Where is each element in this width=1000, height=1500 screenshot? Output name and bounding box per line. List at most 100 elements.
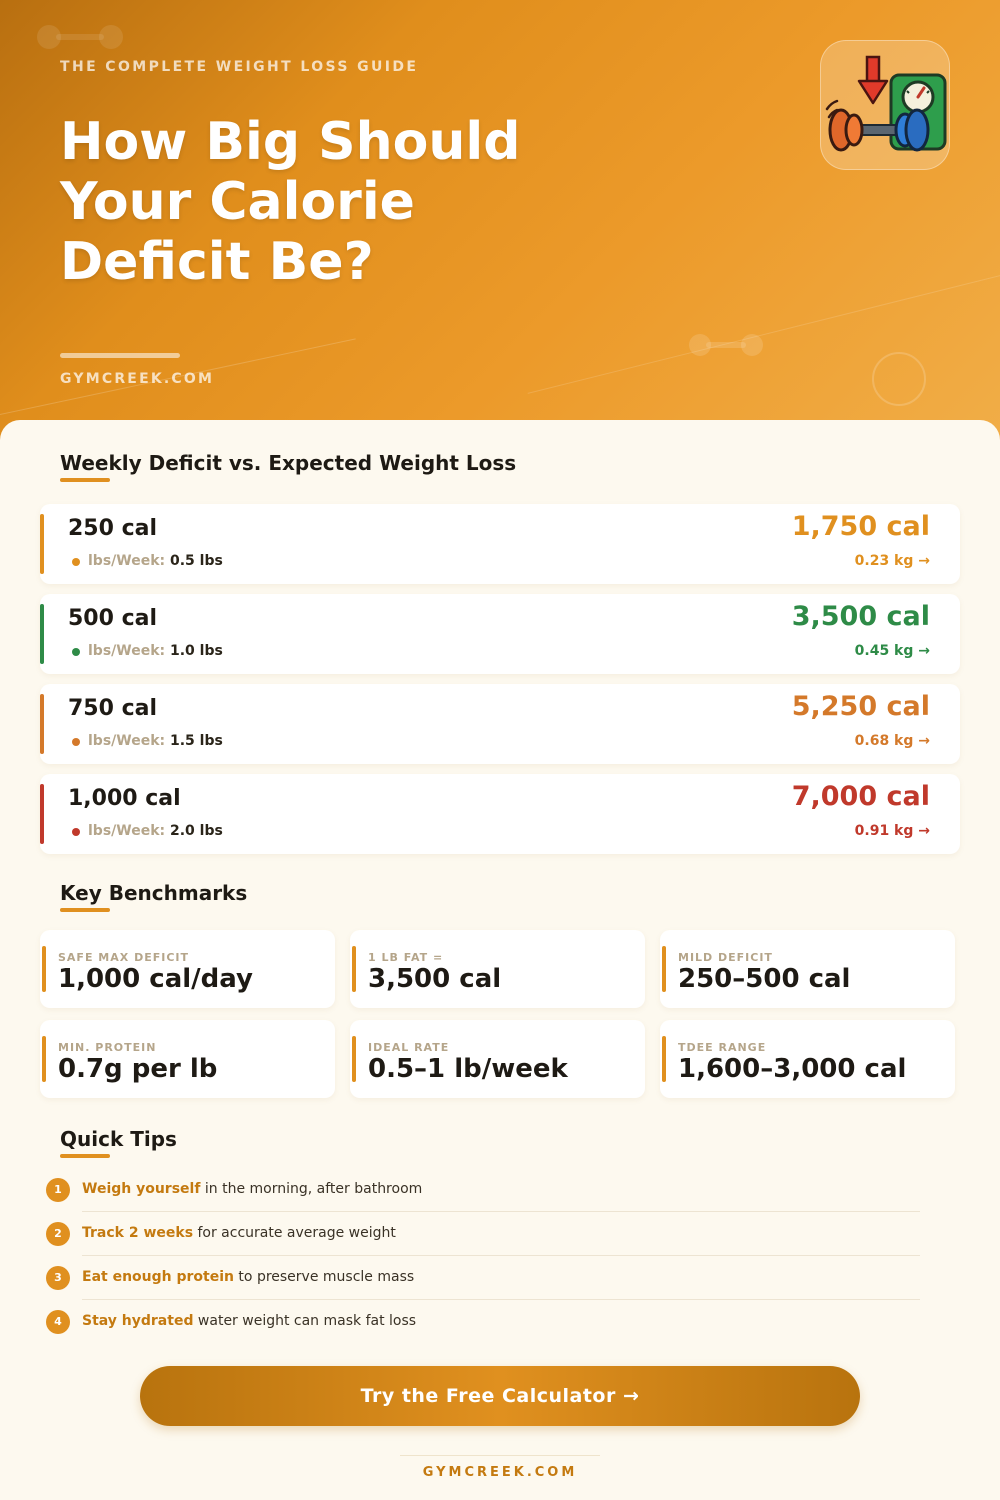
benchmark-label: TDEE RANGE <box>678 1041 767 1054</box>
daily-deficit: 500 cal <box>68 606 158 631</box>
card-accent <box>662 946 666 992</box>
tip-item: 3 Eat enough protein to preserve muscle … <box>46 1264 920 1308</box>
row-accent <box>40 604 44 664</box>
kg-per-week: 0.68 kg → <box>854 733 930 749</box>
benchmark-label: 1 LB FAT = <box>368 951 444 964</box>
weekly-deficit: 5,250 cal <box>791 691 930 722</box>
kg-per-week: 0.23 kg → <box>854 553 930 569</box>
tip-text: Track 2 weeks for accurate average weigh… <box>82 1225 396 1241</box>
weekly-deficit: 7,000 cal <box>791 781 930 812</box>
deficit-row: 500 cal lbs/Week: 1.0 lbs 3,500 cal 0.45… <box>40 594 960 674</box>
section-underline <box>60 1154 110 1158</box>
tip-body: in the morning, after bathroom <box>200 1181 423 1197</box>
card-accent <box>42 1036 46 1082</box>
tip-body: water weight can mask fat loss <box>193 1313 417 1329</box>
weekly-deficit: 3,500 cal <box>791 601 930 632</box>
deficit-section-title: Weekly Deficit vs. Expected Weight Loss <box>60 451 517 475</box>
benchmark-value: 0.7g per lb <box>58 1054 218 1084</box>
row-accent <box>40 784 44 844</box>
daily-deficit: 1,000 cal <box>68 786 181 811</box>
benchmark-card: MILD DEFICIT 250–500 cal <box>660 930 955 1008</box>
tip-highlight: Track 2 weeks <box>82 1225 194 1241</box>
row-dot <box>72 738 80 746</box>
benchmark-label: MILD DEFICIT <box>678 951 773 964</box>
row-dot <box>72 828 80 836</box>
deficit-row: 250 cal lbs/Week: 0.5 lbs 1,750 cal 0.23… <box>40 504 960 584</box>
card-accent <box>42 946 46 992</box>
row-accent <box>40 694 44 754</box>
section-underline <box>60 908 110 912</box>
kg-per-week: 0.91 kg → <box>854 823 930 839</box>
daily-deficit: 250 cal <box>68 516 158 541</box>
tip-item: 1 Weigh yourself in the morning, after b… <box>46 1176 920 1220</box>
benchmark-value: 1,000 cal/day <box>58 964 253 994</box>
weekly-deficit: 1,750 cal <box>791 511 930 542</box>
logo-badge <box>820 40 950 170</box>
benchmark-label: IDEAL RATE <box>368 1041 450 1054</box>
benchmark-label: SAFE MAX DEFICIT <box>58 951 189 964</box>
footer-divider <box>400 1455 600 1456</box>
lbs-per-week-label: lbs/Week: <box>88 643 166 659</box>
benchmark-value: 250–500 cal <box>678 964 851 994</box>
lbs-per-week: lbs/Week: 1.0 lbs <box>88 643 223 659</box>
lbs-per-week-value: 1.5 lbs <box>169 733 223 749</box>
tip-body: for accurate average weight <box>193 1225 396 1241</box>
try-calculator-button[interactable]: Try the Free Calculator → <box>140 1366 860 1426</box>
benchmark-value: 1,600–3,000 cal <box>678 1054 907 1084</box>
tip-body: to preserve muscle mass <box>233 1269 415 1285</box>
section-underline <box>60 478 110 482</box>
lbs-per-week-label: lbs/Week: <box>88 733 166 749</box>
benchmark-card: MIN. PROTEIN 0.7g per lb <box>40 1020 335 1098</box>
tip-number: 4 <box>46 1310 70 1334</box>
card-accent <box>352 1036 356 1082</box>
footer-site-link[interactable]: GYMCREEK.COM <box>422 1465 578 1480</box>
lbs-per-week-value: 2.0 lbs <box>169 823 223 839</box>
benchmarks-section-title: Key Benchmarks <box>60 881 248 905</box>
tip-item: 4 Stay hydrated water weight can mask fa… <box>46 1308 920 1352</box>
deficit-row: 1,000 cal lbs/Week: 2.0 lbs 7,000 cal 0.… <box>40 774 960 854</box>
lbs-per-week-label: lbs/Week: <box>88 823 166 839</box>
hero-banner: THE COMPLETE WEIGHT LOSS GUIDE How Big S… <box>0 0 1000 460</box>
page-title: How Big Should Your Calorie Deficit Be? <box>60 112 521 292</box>
deficit-row: 750 cal lbs/Week: 1.5 lbs 5,250 cal 0.68… <box>40 684 960 764</box>
benchmark-value: 0.5–1 lb/week <box>368 1054 568 1084</box>
tip-divider <box>82 1299 920 1300</box>
lbs-per-week-value: 0.5 lbs <box>169 553 223 569</box>
benchmark-card: IDEAL RATE 0.5–1 lb/week <box>350 1020 645 1098</box>
benchmark-card: TDEE RANGE 1,600–3,000 cal <box>660 1020 955 1098</box>
lbs-per-week-value: 1.0 lbs <box>169 643 223 659</box>
lbs-per-week-label: lbs/Week: <box>88 553 166 569</box>
card-accent <box>352 946 356 992</box>
daily-deficit: 750 cal <box>68 696 158 721</box>
decorative-circle <box>872 352 926 406</box>
benchmark-card: 1 LB FAT = 3,500 cal <box>350 930 645 1008</box>
benchmark-value: 3,500 cal <box>368 964 502 994</box>
hero-site-url: GYMCREEK.COM <box>60 371 215 387</box>
tip-item: 2 Track 2 weeks for accurate average wei… <box>46 1220 920 1264</box>
tip-number: 3 <box>46 1266 70 1290</box>
tips-section-title: Quick Tips <box>60 1127 177 1151</box>
benchmark-card: SAFE MAX DEFICIT 1,000 cal/day <box>40 930 335 1008</box>
title-underline <box>60 353 180 358</box>
tip-number: 2 <box>46 1222 70 1246</box>
tip-divider <box>82 1255 920 1256</box>
lbs-per-week: lbs/Week: 2.0 lbs <box>88 823 223 839</box>
guide-kicker: THE COMPLETE WEIGHT LOSS GUIDE <box>60 59 419 75</box>
tip-highlight: Weigh yourself <box>82 1181 201 1197</box>
tip-highlight: Eat enough protein <box>82 1269 234 1285</box>
kg-per-week: 0.45 kg → <box>854 643 930 659</box>
tip-number: 1 <box>46 1178 70 1202</box>
card-accent <box>662 1036 666 1082</box>
row-accent <box>40 514 44 574</box>
tip-text: Eat enough protein to preserve muscle ma… <box>82 1269 414 1285</box>
row-dot <box>72 558 80 566</box>
lbs-per-week: lbs/Week: 1.5 lbs <box>88 733 223 749</box>
tip-divider <box>82 1211 920 1212</box>
dumbbell-watermark-icon <box>689 334 763 356</box>
benchmark-label: MIN. PROTEIN <box>58 1041 157 1054</box>
lbs-per-week: lbs/Week: 0.5 lbs <box>88 553 223 569</box>
tip-text: Stay hydrated water weight can mask fat … <box>82 1313 416 1329</box>
tip-text: Weigh yourself in the morning, after bat… <box>82 1181 422 1197</box>
row-dot <box>72 648 80 656</box>
dumbbell-watermark-icon <box>37 25 123 49</box>
